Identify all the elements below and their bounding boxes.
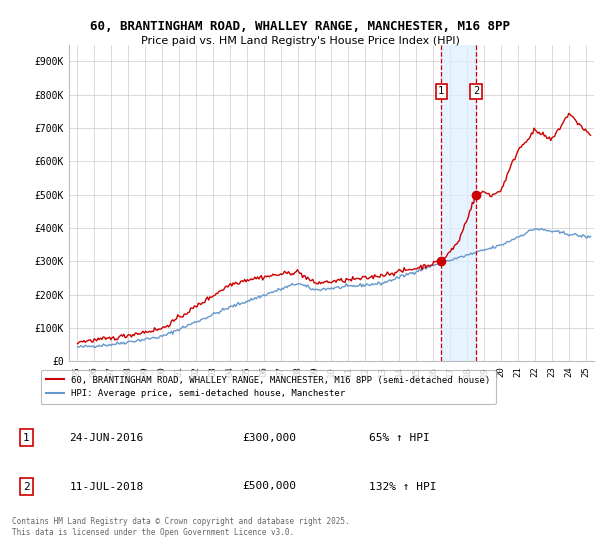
Legend: 60, BRANTINGHAM ROAD, WHALLEY RANGE, MANCHESTER, M16 8PP (semi-detached house), : 60, BRANTINGHAM ROAD, WHALLEY RANGE, MAN…: [41, 370, 496, 404]
Text: Price paid vs. HM Land Registry's House Price Index (HPI): Price paid vs. HM Land Registry's House …: [140, 36, 460, 46]
Text: 1: 1: [438, 86, 445, 96]
Text: £300,000: £300,000: [242, 432, 296, 442]
Text: 2: 2: [23, 482, 30, 492]
Text: 1: 1: [23, 432, 30, 442]
Text: 11-JUL-2018: 11-JUL-2018: [70, 482, 144, 492]
Text: 132% ↑ HPI: 132% ↑ HPI: [369, 482, 437, 492]
Text: 60, BRANTINGHAM ROAD, WHALLEY RANGE, MANCHESTER, M16 8PP: 60, BRANTINGHAM ROAD, WHALLEY RANGE, MAN…: [90, 20, 510, 32]
Bar: [441, 45, 476, 361]
Text: 65% ↑ HPI: 65% ↑ HPI: [369, 432, 430, 442]
Text: Contains HM Land Registry data © Crown copyright and database right 2025.
This d: Contains HM Land Registry data © Crown c…: [12, 517, 350, 536]
Text: 2: 2: [473, 86, 479, 96]
Text: £500,000: £500,000: [242, 482, 296, 492]
Text: 24-JUN-2016: 24-JUN-2016: [70, 432, 144, 442]
